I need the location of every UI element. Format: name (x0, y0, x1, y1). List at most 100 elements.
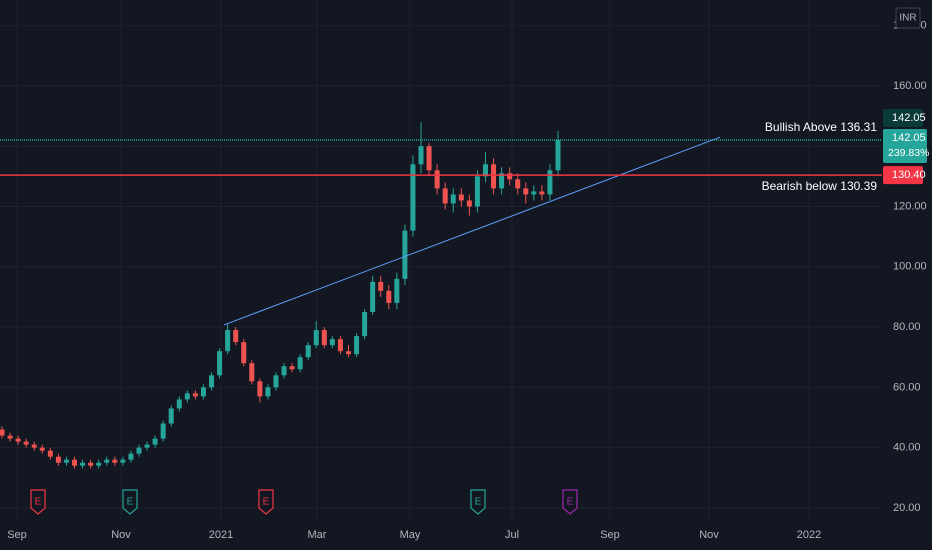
candle-body (442, 188, 448, 204)
candle-body (120, 459, 126, 463)
candle-body (386, 290, 392, 303)
earnings-label: E (263, 497, 270, 508)
candle-body (249, 363, 255, 382)
candle-body (136, 447, 142, 454)
candle-body (329, 339, 335, 346)
candle-body (337, 339, 343, 352)
y-tick-label: 80.00 (893, 321, 921, 333)
candle-body (0, 429, 5, 436)
earnings-label: E (475, 497, 482, 508)
trend-line (223, 136, 721, 326)
candle-body (539, 191, 545, 195)
high-marker-label: 142.05 (892, 112, 926, 124)
candle-body (63, 459, 69, 463)
candle-body (128, 453, 134, 460)
x-tick-label: Jul (505, 529, 519, 541)
candle-body (72, 459, 78, 466)
annotation: Bearish below 130.39 (762, 179, 878, 193)
candle-body (531, 191, 537, 195)
candle-body (458, 194, 464, 201)
candle-body (378, 281, 384, 291)
candle-body (39, 447, 45, 451)
candle-body (466, 200, 472, 207)
candle-body (257, 381, 263, 397)
x-tick-label: 2021 (209, 529, 233, 541)
earnings-marker (258, 489, 274, 515)
candle-body (273, 375, 279, 388)
candle-body (192, 393, 198, 397)
candle-body (547, 170, 553, 195)
price-label: 130.40 (892, 169, 926, 181)
candle-body (7, 435, 13, 439)
candle-body (313, 330, 319, 346)
candle-body (209, 375, 215, 388)
y-tick-label: 20.00 (893, 502, 921, 514)
y-tick-label: 60.00 (893, 381, 921, 393)
price-label-box (883, 129, 927, 164)
candle-body (31, 444, 37, 448)
price-change: 239.83% (888, 147, 929, 159)
x-tick-label: May (400, 529, 421, 541)
candle-body (144, 444, 150, 448)
price-label: 142.05 (892, 132, 926, 144)
candle-body (168, 408, 174, 424)
y-tick-label: 40.00 (893, 442, 921, 454)
earnings-label: E (127, 497, 134, 508)
earnings-label: E (35, 497, 42, 508)
candle-body (305, 345, 311, 358)
x-tick-label: Nov (111, 529, 131, 541)
candle-body (200, 387, 206, 397)
x-tick-label: 2022 (797, 529, 821, 541)
price-label-box (883, 166, 923, 185)
candle-body (345, 351, 351, 355)
candle-body (96, 462, 102, 466)
currency: INR (899, 13, 916, 24)
earnings-marker (470, 489, 486, 515)
annotation: Bullish Above 136.31 (765, 120, 877, 134)
candle-body (80, 462, 86, 466)
candle-body (176, 399, 182, 409)
candle-body (402, 230, 408, 279)
candle-body (152, 438, 158, 445)
x-tick-label: Nov (699, 529, 719, 541)
candle-body (225, 330, 231, 352)
candle-body (47, 450, 53, 457)
x-tick-label: Mar (308, 529, 327, 541)
earnings-label: E (567, 497, 574, 508)
candle-body (217, 351, 223, 376)
candle-body (112, 459, 118, 463)
candle-body (523, 188, 529, 195)
earnings-marker (122, 489, 138, 515)
candle-body (499, 173, 505, 189)
candle-body (394, 278, 400, 303)
candle-body (491, 164, 497, 189)
candle-body (354, 336, 360, 355)
candle-body (555, 140, 561, 171)
candle-body (410, 164, 416, 231)
currency-box (895, 7, 921, 29)
y-tick-label: 160.00 (893, 80, 927, 92)
candle-body (370, 281, 376, 312)
candle-body (362, 311, 368, 337)
plot: Bullish Above 136.31 Bearish below 130.39… (0, 120, 882, 515)
high-marker-box (883, 109, 923, 127)
y-tick-label: 100.00 (893, 261, 927, 273)
candle-body (88, 462, 94, 466)
candle-body (233, 330, 239, 343)
candle-body (241, 342, 247, 364)
candle-body (482, 164, 488, 177)
y-tick-label: 120.00 (893, 200, 927, 212)
candle-body (281, 366, 287, 376)
candle-body (184, 393, 190, 400)
earnings-marker (30, 489, 46, 515)
candle-body (434, 170, 440, 189)
candle-body (297, 357, 303, 370)
candle-body (426, 146, 432, 171)
candle-body (104, 459, 110, 463)
candle-body (474, 176, 480, 207)
x-tick-label: Sep (7, 529, 27, 541)
x-tick-label: Sep (600, 529, 620, 541)
candle-body (55, 456, 61, 463)
candle-body (418, 146, 424, 165)
